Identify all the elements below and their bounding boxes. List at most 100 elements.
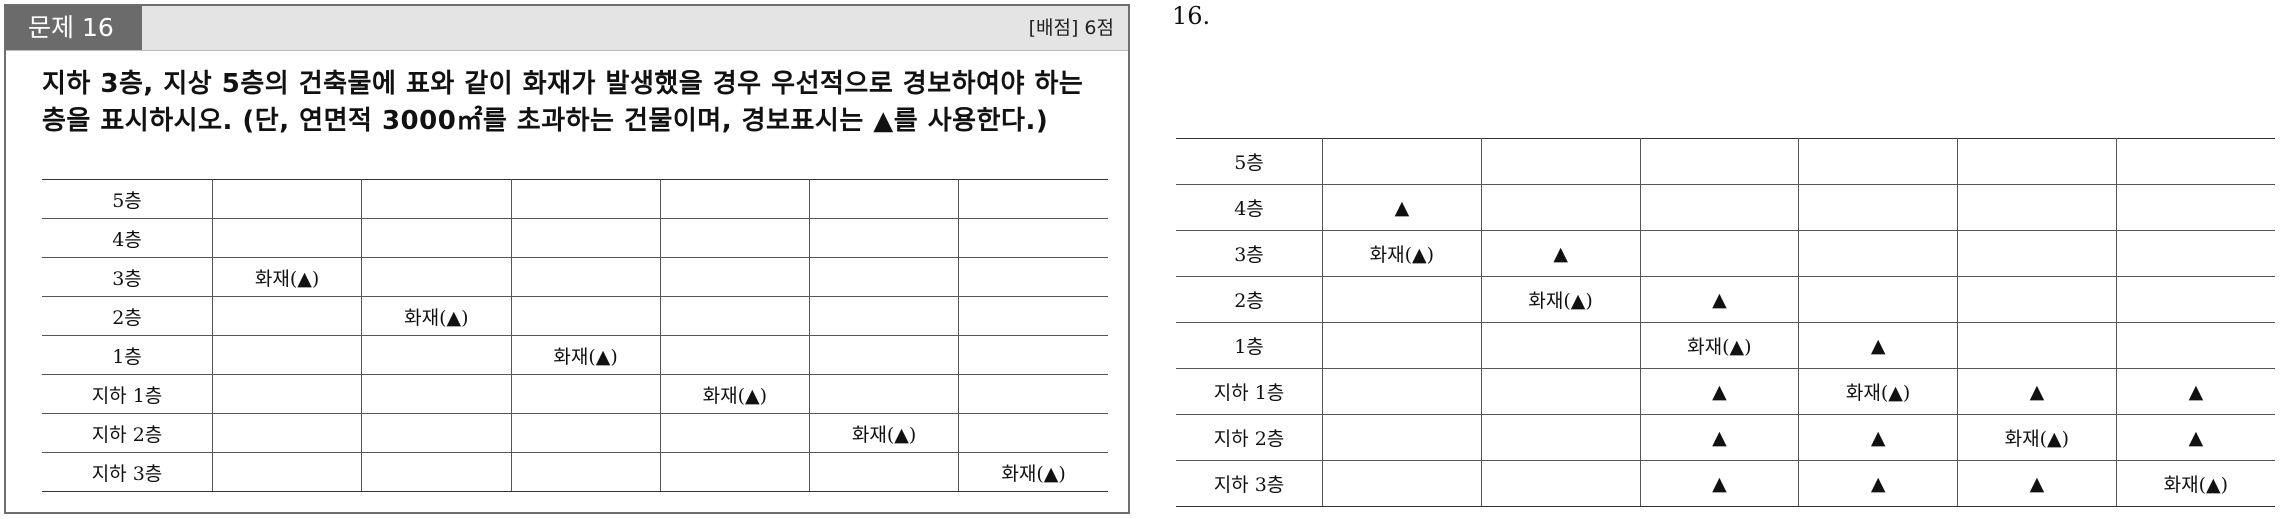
table-row: 5층	[1176, 138, 2275, 185]
alarm-cell	[2115, 184, 2275, 231]
floor-label: 4층	[1176, 184, 1323, 231]
alarm-cell: 화재(▲)	[1798, 368, 1958, 415]
floor-label: 지하 2층	[1176, 414, 1323, 461]
alarm-cell	[510, 296, 661, 336]
table-row: 2층 화재(▲) ▲	[1176, 276, 2275, 323]
alarm-cell: ▲	[1798, 414, 1958, 461]
alarm-cell	[1798, 138, 1958, 185]
alarm-cell: ▲	[2115, 414, 2275, 461]
alarm-cell	[2115, 230, 2275, 277]
alarm-cell	[211, 374, 363, 414]
alarm-cell	[1322, 460, 1482, 507]
alarm-cell: ▲	[1798, 322, 1958, 369]
alarm-cell: ▲	[2115, 368, 2275, 415]
floor-label: 3층	[1176, 230, 1323, 277]
alarm-cell	[361, 374, 512, 414]
alarm-cell	[1480, 414, 1641, 461]
table-row: 1층 화재(▲) ▲	[1176, 322, 2275, 369]
alarm-cell	[1480, 368, 1641, 415]
alarm-cell	[510, 374, 661, 414]
floor-label: 지하 1층	[1176, 368, 1323, 415]
floor-label: 2층	[1176, 276, 1323, 323]
alarm-cell	[659, 257, 811, 297]
table-row: 4층	[42, 218, 1108, 258]
question-number: 문제 16	[6, 6, 142, 50]
alarm-cell: ▲	[1798, 460, 1958, 507]
alarm-cell: 화재(▲)	[2115, 460, 2275, 507]
alarm-cell	[1480, 322, 1641, 369]
alarm-cell	[361, 179, 512, 219]
alarm-cell	[211, 413, 363, 453]
alarm-cell: ▲	[1480, 230, 1641, 277]
alarm-cell: ▲	[1322, 184, 1482, 231]
alarm-cell	[958, 257, 1108, 297]
table-row: 3층 화재(▲) ▲	[1176, 230, 2275, 277]
alarm-cell	[808, 296, 960, 336]
alarm-cell	[1798, 184, 1958, 231]
alarm-cell	[1480, 138, 1641, 185]
table-row: 지하 1층 화재(▲)	[42, 374, 1108, 414]
floor-label: 3층	[42, 257, 213, 297]
alarm-cell	[659, 413, 811, 453]
floor-label: 지하 1층	[42, 374, 213, 414]
alarm-cell: ▲	[1639, 368, 1800, 415]
alarm-cell	[510, 413, 661, 453]
alarm-cell	[1957, 138, 2117, 185]
alarm-cell	[808, 257, 960, 297]
alarm-cell	[361, 218, 512, 258]
alarm-cell: 화재(▲)	[361, 296, 512, 336]
alarm-cell	[510, 179, 661, 219]
question-text: 지하 3층, 지상 5층의 건축물에 표와 같이 화재가 발생했을 경우 우선적…	[42, 69, 1084, 136]
alarm-cell	[808, 179, 960, 219]
alarm-cell	[211, 218, 363, 258]
alarm-cell	[1957, 322, 2117, 369]
alarm-cell: 화재(▲)	[1639, 322, 1800, 369]
floor-label: 지하 2층	[42, 413, 213, 453]
alarm-cell: 화재(▲)	[659, 374, 811, 414]
alarm-cell	[1639, 230, 1800, 277]
alarm-cell: ▲	[1639, 276, 1800, 323]
question-header: 문제 16 [배점] 6점	[6, 6, 1128, 51]
alarm-cell	[1957, 276, 2117, 323]
alarm-cell	[1322, 414, 1482, 461]
alarm-cell	[361, 257, 512, 297]
floor-label: 2층	[42, 296, 213, 336]
alarm-cell: 화재(▲)	[510, 335, 661, 375]
table-row: 4층 ▲	[1176, 184, 2275, 231]
alarm-cell: 화재(▲)	[808, 413, 960, 453]
question-table-body: 5층 4층 3층 화재(▲) 2층 화재(▲) 1층 화재(▲) 지하 1층 화재(▲) 지하 2층…	[42, 179, 1108, 492]
table-row: 지하 3층 ▲ ▲ ▲ 화재(▲)	[1176, 460, 2275, 507]
alarm-cell	[1480, 460, 1641, 507]
floor-label: 지하 3층	[1176, 460, 1323, 507]
alarm-cell	[659, 452, 811, 492]
alarm-cell	[1639, 184, 1800, 231]
table-row: 지하 2층 ▲ ▲ 화재(▲) ▲	[1176, 414, 2275, 461]
alarm-cell	[808, 218, 960, 258]
answer-table: 5층 4층 ▲ 3층 화재(▲) ▲ 2층 화재(▲) ▲ 1층 화재(▲) ▲ 지하 1층 ▲ 화재(▲)…	[1176, 138, 2275, 507]
alarm-cell	[958, 413, 1108, 453]
alarm-cell: 화재(▲)	[1480, 276, 1641, 323]
table-row: 지하 2층 화재(▲)	[42, 413, 1108, 453]
floor-label: 지하 3층	[42, 452, 213, 492]
score-label: [배점] 6점	[1028, 17, 1114, 39]
table-row: 5층	[42, 179, 1108, 219]
alarm-cell: ▲	[1639, 460, 1800, 507]
alarm-cell	[361, 335, 512, 375]
alarm-cell	[808, 452, 960, 492]
alarm-cell	[510, 452, 661, 492]
alarm-cell: 화재(▲)	[1957, 414, 2117, 461]
table-row: 지하 1층 ▲ 화재(▲) ▲ ▲	[1176, 368, 2275, 415]
alarm-cell	[510, 257, 661, 297]
alarm-cell	[211, 452, 363, 492]
alarm-cell	[958, 296, 1108, 336]
alarm-cell	[1798, 230, 1958, 277]
alarm-cell	[1322, 322, 1482, 369]
table-row: 1층 화재(▲)	[42, 335, 1108, 375]
alarm-cell	[958, 218, 1108, 258]
answer-table-body: 5층 4층 ▲ 3층 화재(▲) ▲ 2층 화재(▲) ▲ 1층 화재(▲) ▲ 지하 1층 ▲ 화재(▲)…	[1176, 138, 2275, 507]
alarm-cell	[1322, 138, 1482, 185]
floor-label: 1층	[1176, 322, 1323, 369]
answer-label: 16.	[1172, 2, 1211, 30]
alarm-cell	[211, 335, 363, 375]
alarm-cell	[361, 452, 512, 492]
